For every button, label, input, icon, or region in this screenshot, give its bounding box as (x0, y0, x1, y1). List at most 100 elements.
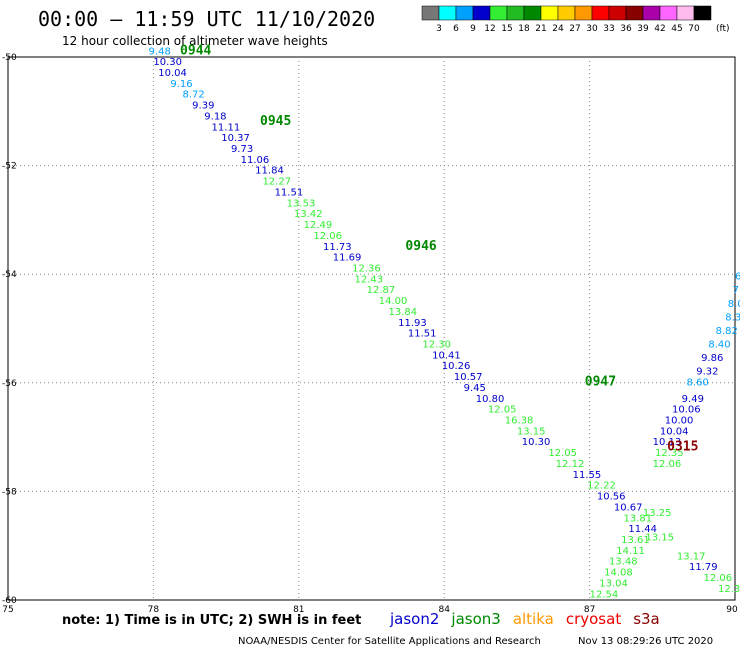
swh-point: 10.04 (158, 68, 187, 79)
x-tick-label: 84 (438, 605, 450, 615)
colorbar-label: 45 (671, 24, 682, 34)
swh-point: 8.38 (725, 312, 740, 323)
swh-point: 9.49 (682, 394, 704, 405)
plot-frame (7, 56, 736, 601)
colorbar-label: 18 (518, 24, 530, 34)
swh-point: 9.32 (696, 367, 718, 378)
satellite-legend-item: jason3 (450, 610, 500, 628)
colorbar-label: 6 (453, 24, 459, 34)
swh-point: 10.80 (476, 394, 505, 405)
swh-point: 14.08 (604, 568, 633, 579)
colorbar-label: 24 (552, 24, 564, 34)
colorbar-swatch (540, 5, 559, 21)
credit-line: NOAA/NESDIS Center for Satellite Applica… (238, 636, 541, 647)
swh-point: 12.27 (262, 177, 291, 188)
swh-point: 13.81 (624, 513, 653, 524)
swh-point: 13.84 (388, 307, 417, 318)
colorbar-swatch (642, 5, 661, 21)
x-tick-label: 75 (2, 605, 13, 615)
swh-point: 13.17 (677, 551, 706, 562)
swh-point: 10.00 (665, 416, 694, 427)
colorbar-swatch (421, 5, 440, 21)
colorbar-label: 21 (535, 24, 546, 34)
swh-point: 8.82 (716, 326, 738, 337)
swh-point: 11.79 (689, 562, 718, 573)
timestamp: Nov 13 08:29:26 UTC 2020 (578, 636, 713, 647)
swh-point: 6 (735, 272, 740, 283)
swh-point: 8.0 (728, 299, 740, 310)
swh-point: 12.49 (304, 220, 333, 231)
swh-point: 11.84 (255, 166, 284, 177)
satellite-legend-item: jason2 (389, 610, 439, 628)
gridlines (8, 57, 735, 600)
colorbar-swatch (523, 5, 542, 21)
swh-point: 8.60 (687, 378, 709, 389)
swh-point: 13.25 (643, 508, 672, 519)
swh-point: 9.73 (231, 144, 253, 155)
colorbar-swatch (574, 5, 593, 21)
colorbar-swatch (659, 5, 678, 21)
swh-point: 12.54 (590, 589, 619, 600)
swh-point: 13.42 (294, 209, 323, 220)
pass-time-label: 0947 (585, 375, 616, 390)
swh-point: 13.61 (621, 535, 650, 546)
swh-point: 8.72 (182, 90, 204, 101)
swh-point: 11.44 (628, 524, 657, 535)
swh-point: 9.16 (170, 79, 192, 90)
colorbar-swatch (608, 5, 627, 21)
y-tick-label: -60 (2, 596, 17, 606)
colorbar-label: 30 (586, 24, 598, 34)
colorbar-label: 12 (484, 24, 495, 34)
colorbar-swatch (591, 5, 610, 21)
colorbar-label: 42 (654, 24, 665, 34)
swh-point: 7 (733, 285, 739, 296)
colorbar-swatch (693, 5, 712, 21)
colorbar-swatch (557, 5, 576, 21)
satellite-legend: jason2 jason3 altika cryosat s3a (389, 610, 660, 628)
swh-point: 12.12 (556, 459, 585, 470)
colorbar-swatch (676, 5, 695, 21)
swh-point: 12.05 (548, 448, 577, 459)
swh-point: 13.53 (287, 198, 316, 209)
swh-point: 13.15 (517, 426, 546, 437)
pass-time-label: 0946 (405, 239, 436, 254)
x-tick-label: 87 (584, 605, 595, 615)
swh-point: 11.51 (408, 329, 437, 340)
colorbar-swatch (455, 5, 474, 21)
swh-point: 12.06 (703, 573, 732, 584)
swh-point: 10.41 (432, 350, 461, 361)
swh-point: 10.67 (614, 502, 643, 513)
swh-point: 14.11 (616, 546, 645, 557)
colorbar-label: 36 (620, 24, 632, 34)
axis-ticks: 75 78 81 84 87 90 -50 -52 -54 -56 -58 -60 (2, 53, 738, 615)
satellite-legend-item: cryosat (566, 610, 621, 628)
swh-point: 9.18 (204, 111, 226, 122)
swh-point: 12.87 (367, 285, 396, 296)
swh-point: 10.04 (660, 426, 689, 437)
colorbar-swatch (438, 5, 457, 21)
swh-point: 16.38 (505, 416, 534, 427)
swh-point: 12.22 (587, 481, 616, 492)
swh-point: 10.30 (522, 437, 551, 448)
colorbar-swatch (625, 5, 644, 21)
swh-point: 11.69 (333, 253, 362, 264)
swh-point: 12.39 (718, 584, 740, 595)
swh-point: 12.06 (313, 231, 342, 242)
swh-point: 11.51 (275, 187, 304, 198)
swh-point: 9.48 (149, 46, 171, 57)
swh-point: 13.15 (645, 532, 674, 543)
swh-point: 12.35 (655, 448, 684, 459)
pass-time-label: 0945 (260, 114, 291, 129)
swh-point: 9.86 (701, 353, 723, 364)
colorbar-label: 39 (637, 24, 649, 34)
satellite-legend-item: s3a (633, 610, 660, 628)
swh-point: 13.48 (609, 557, 638, 568)
colorbar-label: 70 (688, 24, 700, 34)
swh-point: 12.43 (355, 274, 384, 285)
data-points: 9.4810.3010.049.168.729.399.1811.1110.37… (149, 46, 740, 600)
satellite-legend-item: altika (513, 610, 554, 628)
swh-point: 11.06 (241, 155, 270, 166)
swh-point: 11.11 (212, 122, 241, 133)
footnote: note: 1) Time is in UTC; 2) SWH is in fe… (62, 613, 361, 628)
